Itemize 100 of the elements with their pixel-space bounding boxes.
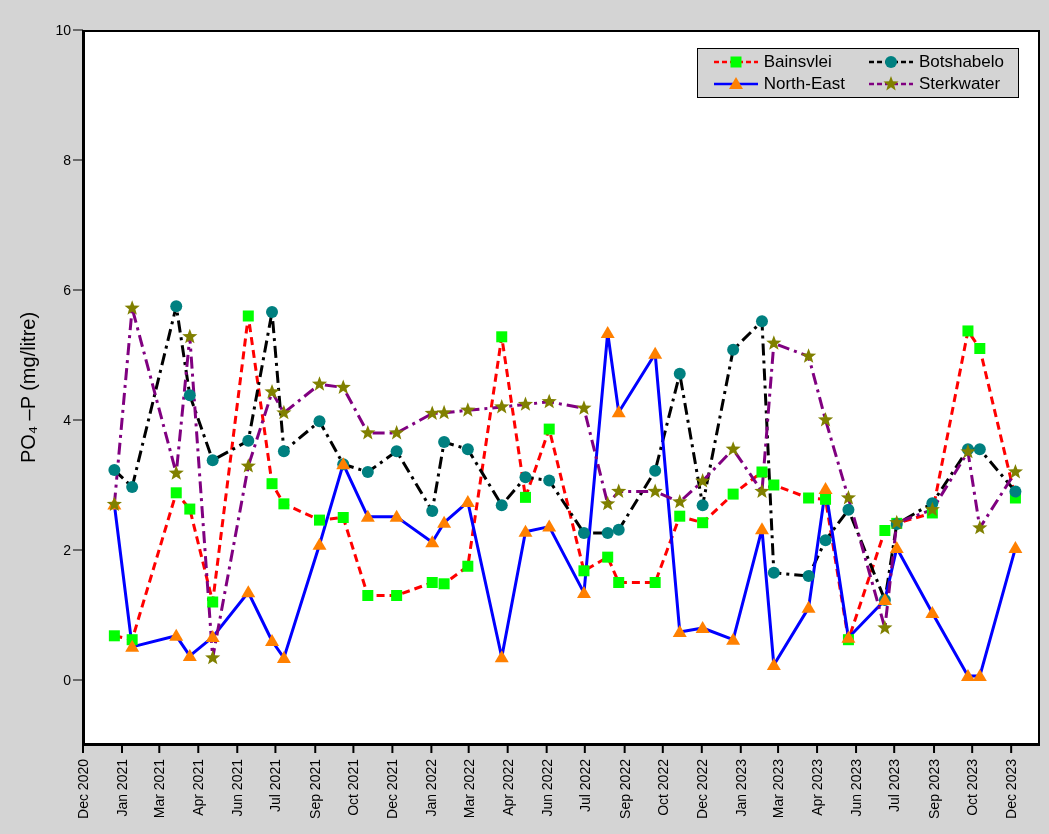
point (600, 325, 615, 338)
point (425, 535, 440, 548)
point (278, 498, 290, 510)
point (541, 393, 557, 409)
x-tick-label: Apr 2023 (809, 758, 826, 816)
x-tick-label: Oct 2021 (345, 758, 362, 816)
point (960, 669, 975, 682)
x-tick-label: Sep 2023 (926, 758, 943, 819)
point (460, 402, 476, 417)
x-tick-label: Mar 2023 (770, 758, 787, 819)
point (168, 465, 184, 480)
point (697, 517, 709, 529)
point (277, 445, 290, 458)
legend-label: North-East (763, 73, 845, 95)
point (240, 458, 256, 473)
point (206, 454, 219, 467)
x-tick-label: Jan 2021 (113, 758, 130, 817)
y-tick-label: 6 (63, 281, 72, 298)
point (170, 300, 183, 313)
point (242, 434, 255, 447)
point (313, 415, 326, 428)
point (108, 464, 121, 477)
point (314, 514, 325, 526)
point (801, 600, 816, 613)
point (611, 405, 626, 418)
point (842, 503, 855, 516)
x-tick-label: Jul 2022 (576, 758, 593, 812)
x-tick-label: Oct 2023 (964, 758, 981, 816)
point (819, 534, 832, 547)
point (674, 510, 686, 522)
point (818, 481, 833, 494)
point (973, 443, 986, 456)
point (391, 590, 403, 601)
point (1009, 485, 1022, 498)
x-tick-label: Jul 2021 (267, 758, 284, 812)
point (817, 412, 834, 427)
point (389, 509, 404, 522)
point (360, 425, 376, 440)
point (182, 648, 197, 661)
point (496, 331, 508, 343)
x-tick-label: Jun 2023 (848, 758, 865, 817)
point (802, 570, 815, 582)
point (672, 624, 687, 637)
legend-label: Sterkwater (918, 73, 1001, 95)
point (543, 423, 555, 435)
legend-label: Bainsvlei (763, 51, 832, 73)
point (242, 310, 254, 322)
point (649, 577, 661, 588)
point (974, 343, 986, 354)
point (767, 566, 780, 579)
x-tick-label: Jul 2023 (886, 758, 903, 812)
point (754, 522, 769, 535)
point (266, 478, 278, 490)
point (205, 630, 220, 643)
y-tick-label: 2 (63, 541, 72, 558)
point (879, 525, 891, 536)
x-tick-label: Dec 2021 (384, 758, 401, 819)
y-tick-label: 10 (55, 21, 72, 38)
point (754, 483, 770, 498)
point (648, 346, 663, 359)
point (727, 488, 739, 500)
point (518, 524, 533, 537)
point (877, 620, 893, 635)
point (841, 630, 856, 643)
point (962, 325, 974, 337)
y-tick-label: 8 (63, 151, 72, 168)
point (602, 551, 614, 563)
point (170, 487, 182, 499)
point (672, 493, 688, 509)
point (124, 300, 140, 315)
point (924, 501, 940, 517)
point (725, 441, 741, 456)
point (424, 405, 440, 420)
point (169, 628, 184, 641)
point (494, 399, 510, 414)
point (649, 464, 662, 477)
point (800, 348, 817, 363)
point (205, 649, 221, 665)
point (276, 650, 291, 663)
point (360, 509, 375, 522)
point (207, 596, 219, 608)
point (600, 495, 616, 511)
point (543, 474, 556, 487)
x-tick-label: Sep 2022 (616, 758, 633, 819)
point (337, 512, 349, 523)
point (125, 639, 140, 652)
point (276, 404, 292, 420)
point (389, 425, 405, 440)
point (613, 577, 625, 588)
point (265, 634, 280, 646)
x-tick-label: Mar 2022 (460, 758, 477, 819)
x-tick-label: Oct 2022 (654, 758, 671, 816)
x-tick-label: Dec 2022 (693, 758, 710, 819)
x-tick-label: Apr 2021 (190, 758, 207, 816)
point (312, 537, 327, 550)
point (726, 632, 741, 645)
point (182, 328, 198, 344)
y-tick-label: 4 (63, 411, 72, 428)
point (108, 630, 120, 642)
point (241, 585, 256, 598)
